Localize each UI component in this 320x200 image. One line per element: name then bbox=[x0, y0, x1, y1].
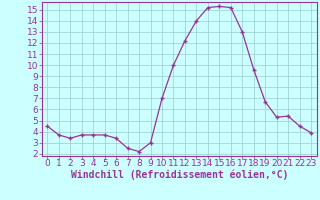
X-axis label: Windchill (Refroidissement éolien,°C): Windchill (Refroidissement éolien,°C) bbox=[70, 170, 288, 180]
